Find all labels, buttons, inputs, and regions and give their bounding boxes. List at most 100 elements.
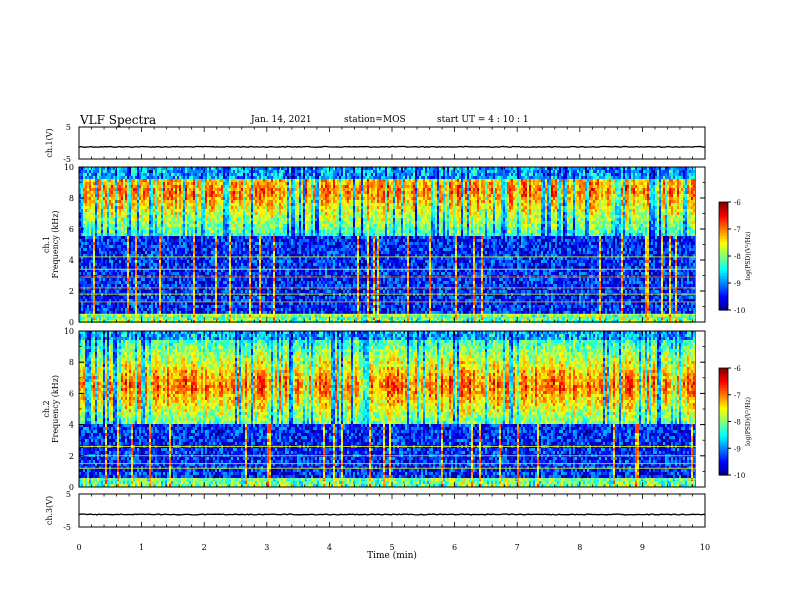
- ch1-spectrogram-cell: [189, 236, 191, 239]
- ch1-spectrogram-cell: [131, 215, 133, 218]
- ch1-spectrogram-cell: [149, 179, 151, 182]
- ch1-spectrogram-cell: [137, 233, 139, 236]
- ch1-spectrogram-cell: [171, 200, 173, 203]
- ch1-spectrogram-cell: [101, 176, 103, 179]
- ch1-spectrogram-cell: [187, 221, 189, 224]
- ch1-spectrogram-cell: [109, 236, 111, 239]
- ch1-spectrogram-cell: [155, 260, 157, 263]
- ch1-spectrogram-cell: [139, 305, 141, 308]
- ch1-spectrogram-cell: [113, 296, 115, 299]
- ch1-spectrogram-cell: [95, 218, 97, 221]
- ch1-spectrogram-cell: [231, 239, 233, 242]
- ch1-spectrogram-cell: [127, 242, 129, 245]
- ch1-spectrogram-cell: [195, 218, 197, 221]
- ch1-spectrogram-cell: [91, 197, 93, 200]
- ch1-spectrogram-cell: [191, 182, 193, 185]
- ch1-spectrogram-cell: [147, 179, 149, 182]
- ch1-spectrogram-cell: [233, 302, 235, 305]
- ch1-spectrogram-cell: [125, 227, 127, 230]
- ch1-spectrogram-cell: [171, 212, 173, 215]
- ch1-spectrogram-cell: [169, 296, 171, 299]
- ch1-spectrogram-cell: [149, 248, 151, 251]
- ch1-spectrogram-cell: [181, 185, 183, 188]
- ch1-spectrogram-cell: [139, 233, 141, 236]
- ch1-spectrogram-cell: [115, 233, 117, 236]
- ch1-spectrogram-cell: [217, 311, 219, 314]
- ch1-spectrogram-cell: [163, 257, 165, 260]
- ch1-spectrogram-cell: [219, 251, 221, 254]
- ch1-spectrogram-cell: [113, 278, 115, 281]
- ch1-spectrogram-cell: [189, 284, 191, 287]
- ch1-spectrogram-cell: [189, 263, 191, 266]
- ch1-spectrogram-cell: [165, 206, 167, 209]
- ch1-spectrogram-cell: [139, 311, 141, 314]
- ch1-spectrogram-cell: [85, 206, 87, 209]
- ch1-spectrogram-cell: [103, 278, 105, 281]
- ch1-spectrogram-cell: [123, 215, 125, 218]
- ch1-spectrogram-cell: [101, 260, 103, 263]
- ch1-spectrogram-cell: [221, 296, 223, 299]
- ch1-spectrogram-cell: [177, 263, 179, 266]
- ch1-spectrogram-cell: [151, 305, 153, 308]
- ch1-spectrogram-cell: [173, 221, 175, 224]
- ch1-spectrogram-cell: [85, 278, 87, 281]
- ch1-spectrogram-cell: [169, 197, 171, 200]
- ch1-spectrogram-cell: [129, 251, 131, 254]
- ch1-spectrogram-cell: [177, 272, 179, 275]
- ch1-spectrogram-cell: [211, 233, 213, 236]
- ch1-spectrogram-cell: [87, 197, 89, 200]
- ch1-spectrogram-cell: [217, 173, 219, 176]
- ch1-spectrogram-cell: [129, 236, 131, 239]
- ch1-spectrogram-cell: [101, 242, 103, 245]
- ch1-spectrogram-cell: [101, 263, 103, 266]
- ch1-spectrogram-cell: [85, 170, 87, 173]
- ch1-spectrogram-cell: [189, 308, 191, 311]
- ch1-spectrogram-cell: [147, 281, 149, 284]
- ch1-spectrogram-cell: [101, 209, 103, 212]
- ch1-spectrogram-cell: [173, 263, 175, 266]
- ch1-spectrogram-cell: [137, 209, 139, 212]
- ch1-spectrogram-cell: [131, 173, 133, 176]
- ch1-spectrogram-cell: [177, 251, 179, 254]
- ch1-spectrogram-cell: [119, 197, 121, 200]
- ch1-spectrogram-cell: [147, 251, 149, 254]
- ch1-spectrogram-cell: [179, 233, 181, 236]
- ch1-spectrogram-cell: [151, 245, 153, 248]
- ch1-spectrogram-cell: [165, 311, 167, 314]
- ch1-spectrogram-cell: [127, 194, 129, 197]
- ch1-spectrogram-cell: [103, 257, 105, 260]
- ch1-spectrogram-cell: [103, 236, 105, 239]
- ch1-spectrogram-cell: [97, 212, 99, 215]
- ch1-spectrogram-cell: [233, 215, 235, 218]
- ch1-spectrogram-cell: [117, 191, 119, 194]
- ch1-spectrogram-cell: [133, 215, 135, 218]
- ch1-spectrogram-cell: [115, 182, 117, 185]
- ch1-spectrogram-cell: [191, 179, 193, 182]
- ch1-spectrogram-cell: [89, 218, 91, 221]
- ch1-spectrogram-cell: [225, 176, 227, 179]
- ch1-spectrogram-cell: [229, 281, 231, 284]
- ch1-spectrogram-cell: [183, 302, 185, 305]
- ch1-spectrogram-cell: [99, 191, 101, 194]
- ch1-spectrogram-cell: [175, 233, 177, 236]
- ch1-spectrogram-cell: [139, 203, 141, 206]
- ch1-spectrogram-cell: [203, 197, 205, 200]
- ch1-spectrogram-cell: [211, 173, 213, 176]
- ch1-spectrogram-cell: [87, 188, 89, 191]
- ch1-spectrogram-cell: [171, 239, 173, 242]
- ch1-spectrogram-cell: [89, 227, 91, 230]
- ch1-spectrogram-cell: [231, 200, 233, 203]
- ch1-spectrogram-cell: [219, 308, 221, 311]
- ch1-spectrogram-cell: [205, 302, 207, 305]
- ch1-spectrogram-cell: [219, 311, 221, 314]
- ch1-spectrogram-cell: [227, 191, 229, 194]
- ch1-spectrogram-cell: [209, 242, 211, 245]
- ch1-spectrogram-cell: [205, 203, 207, 206]
- ch1-spectrogram-cell: [139, 266, 141, 269]
- ch1-spectrogram-cell: [121, 251, 123, 254]
- ch1-spectrogram-cell: [229, 173, 231, 176]
- ch1-spectrogram-cell: [113, 236, 115, 239]
- ch1-spectrogram-cell: [191, 221, 193, 224]
- ch1-spectrogram-cell: [103, 239, 105, 242]
- ch1-spectrogram-cell: [213, 239, 215, 242]
